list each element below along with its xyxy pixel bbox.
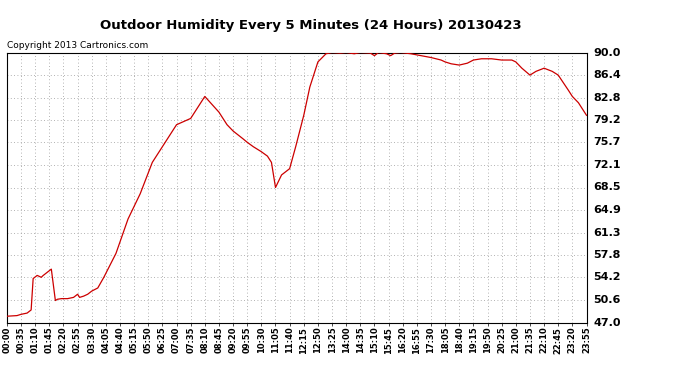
Text: Outdoor Humidity Every 5 Minutes (24 Hours) 20130423: Outdoor Humidity Every 5 Minutes (24 Hou… xyxy=(99,19,522,32)
Text: 90.0: 90.0 xyxy=(593,48,621,57)
Text: 50.6: 50.6 xyxy=(593,295,621,305)
Text: 68.5: 68.5 xyxy=(593,183,621,192)
Text: 72.1: 72.1 xyxy=(593,160,621,170)
Text: Humidity  (%): Humidity (%) xyxy=(511,24,593,34)
Text: 79.2: 79.2 xyxy=(593,116,621,125)
Text: Copyright 2013 Cartronics.com: Copyright 2013 Cartronics.com xyxy=(7,41,148,50)
Text: 75.7: 75.7 xyxy=(593,137,621,147)
Text: 64.9: 64.9 xyxy=(593,205,621,215)
Text: 86.4: 86.4 xyxy=(593,70,621,80)
Text: 47.0: 47.0 xyxy=(593,318,621,327)
Text: 61.3: 61.3 xyxy=(593,228,621,238)
Text: 82.8: 82.8 xyxy=(593,93,621,103)
Text: 57.8: 57.8 xyxy=(593,250,621,259)
Text: 54.2: 54.2 xyxy=(593,272,621,282)
